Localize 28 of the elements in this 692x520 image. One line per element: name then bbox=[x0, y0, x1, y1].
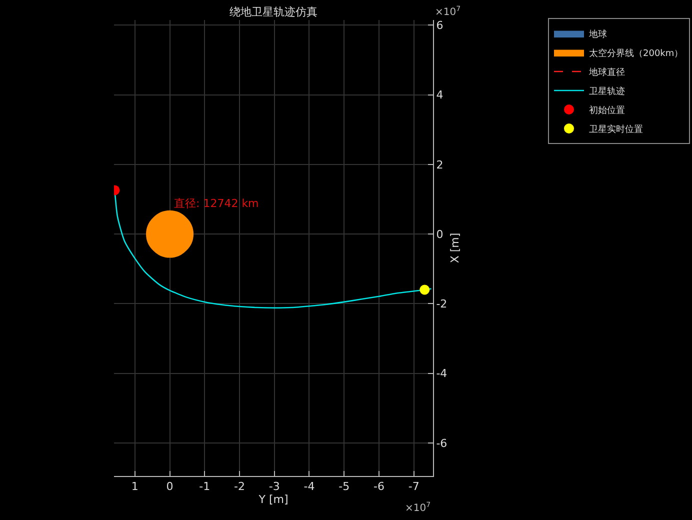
y-tick-label: -6 bbox=[436, 436, 448, 450]
x-tick-label: -3 bbox=[268, 480, 280, 494]
x-tick-label: 0 bbox=[166, 480, 174, 494]
x-tick-label: -4 bbox=[304, 480, 315, 494]
y-tick-label: 4 bbox=[436, 88, 444, 102]
legend-label: 地球直径 bbox=[588, 67, 625, 78]
x-tick-label: -5 bbox=[338, 480, 350, 494]
y-tick-label: 0 bbox=[436, 228, 444, 241]
chart-title: 绕地卫星轨迹仿真 bbox=[230, 6, 318, 18]
legend-label: 地球 bbox=[588, 29, 607, 40]
text: ×10$^{7}$ bbox=[435, 5, 461, 18]
y-tick-label: 6 bbox=[436, 19, 444, 32]
y-tick-label: -4 bbox=[436, 367, 448, 380]
text: ×10$^{7}$ bbox=[405, 501, 431, 514]
x-tick-label: 1 bbox=[131, 480, 138, 494]
y-axis-title: X [m] bbox=[448, 232, 462, 264]
x-tick-label: -7 bbox=[408, 480, 420, 494]
y-tick-label: 2 bbox=[436, 158, 444, 172]
x-tick-label: -6 bbox=[373, 480, 384, 494]
legend-label: 卫星轨迹 bbox=[589, 86, 625, 98]
legend-label: 卫星实时位置 bbox=[589, 124, 643, 136]
x-tick-label: -1 bbox=[199, 480, 210, 494]
legend-label: 初始位置 bbox=[589, 105, 625, 116]
legend-label: 太空分界线（200km） bbox=[589, 48, 684, 60]
x-axis-title: Y [m] bbox=[258, 493, 288, 506]
x-tick-label: -2 bbox=[234, 480, 245, 494]
annotation: 直径: 12742 km bbox=[174, 197, 259, 210]
y-tick-label: -2 bbox=[436, 298, 448, 311]
